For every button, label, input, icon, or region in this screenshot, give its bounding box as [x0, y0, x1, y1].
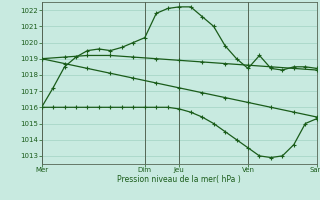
X-axis label: Pression niveau de la mer( hPa ): Pression niveau de la mer( hPa ): [117, 175, 241, 184]
